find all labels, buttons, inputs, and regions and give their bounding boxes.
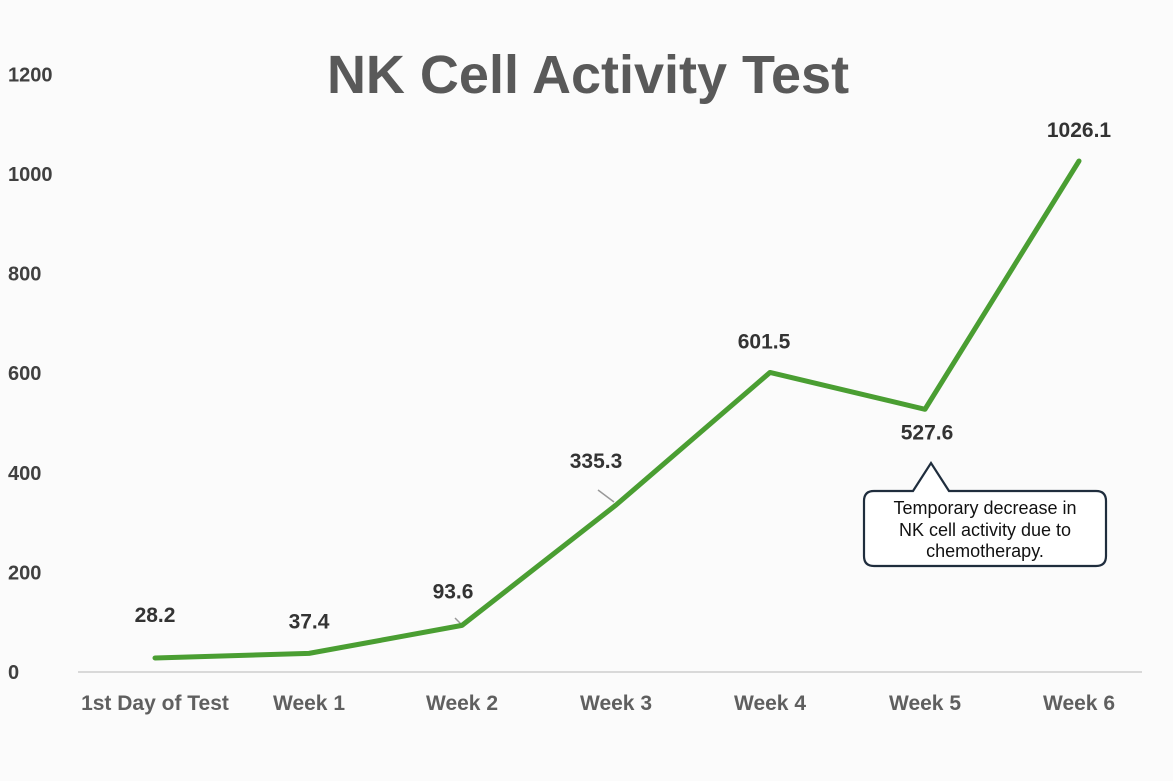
data-label: 335.3 bbox=[570, 450, 623, 473]
data-label: 601.5 bbox=[738, 330, 791, 353]
data-label: 93.6 bbox=[433, 580, 474, 603]
y-tick-label: 400 bbox=[8, 463, 41, 485]
x-tick-label: Week 1 bbox=[273, 692, 345, 715]
y-tick-label: 1200 bbox=[8, 64, 53, 86]
series-line bbox=[152, 158, 1082, 661]
x-tick-label: Week 6 bbox=[1043, 692, 1115, 715]
annotation-line-3: chemotherapy. bbox=[926, 541, 1044, 561]
x-tick-label: Week 5 bbox=[889, 692, 961, 715]
x-tick-label: Week 4 bbox=[734, 692, 806, 715]
y-tick-label: 800 bbox=[8, 264, 41, 286]
chart-title: NK Cell Activity Test bbox=[327, 45, 849, 105]
annotation-callout: Temporary decrease in NK cell activity d… bbox=[862, 460, 1108, 568]
y-tick-label: 200 bbox=[8, 562, 41, 584]
y-tick-label: 0 bbox=[8, 662, 19, 684]
leader-line bbox=[597, 489, 615, 503]
x-tick-label: Week 2 bbox=[426, 692, 498, 715]
data-label: 1026.1 bbox=[1047, 119, 1112, 142]
x-tick-label: 1st Day of Test bbox=[81, 692, 229, 715]
y-tick-label: 600 bbox=[8, 363, 41, 385]
x-tick-label: Week 3 bbox=[580, 692, 652, 715]
annotation-line-2: NK cell activity due to bbox=[899, 520, 1071, 540]
leader-line bbox=[454, 617, 462, 625]
data-label: 527.6 bbox=[901, 421, 954, 444]
data-label: 28.2 bbox=[135, 604, 176, 627]
data-label: 37.4 bbox=[289, 610, 330, 633]
y-tick-label: 1000 bbox=[8, 164, 53, 186]
callout-box bbox=[862, 460, 1108, 568]
annotation-line-1: Temporary decrease in bbox=[893, 498, 1076, 518]
